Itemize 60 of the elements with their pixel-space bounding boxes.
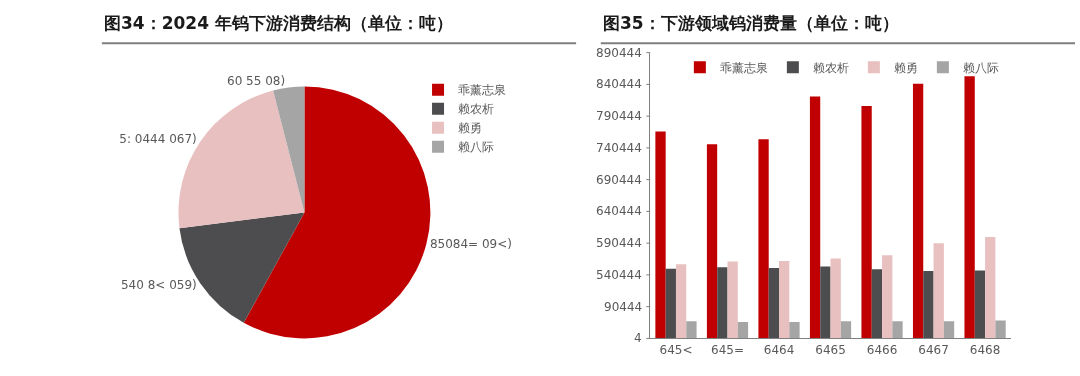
legend-label: 赖农析	[458, 102, 495, 117]
bar	[686, 321, 697, 339]
legend-label: 赖农析	[812, 60, 849, 75]
text: 640444	[596, 204, 642, 218]
x-tick-label: 6468	[969, 342, 1001, 357]
legend-label: 赖八际	[962, 60, 999, 75]
text: 890444	[596, 46, 642, 60]
bar	[964, 76, 975, 339]
pie-slice	[243, 86, 431, 339]
bar	[882, 255, 893, 339]
bar	[779, 261, 790, 339]
bar	[933, 243, 944, 339]
bar	[665, 268, 676, 339]
bar	[655, 131, 666, 339]
text: 4	[634, 331, 642, 345]
bar	[789, 321, 800, 339]
chart-title: 图34：2024 年钨下游消费结构（单位：吨）	[104, 13, 453, 33]
x-tick-label: 6467	[918, 342, 949, 357]
text: 540444	[596, 268, 642, 282]
bar	[923, 271, 934, 339]
bar	[892, 321, 903, 339]
bar	[943, 321, 955, 339]
text: 90444	[604, 300, 643, 314]
bar	[871, 269, 883, 339]
bar	[675, 264, 687, 339]
bar	[830, 258, 841, 339]
legend-label: 赖勇	[893, 60, 918, 75]
bar	[840, 321, 852, 339]
text: 840444	[596, 77, 642, 91]
bar	[727, 261, 738, 339]
x-tick-label: 6464	[763, 342, 795, 357]
x-tick-label: 6466	[866, 342, 898, 357]
legend-label: 赖勇	[458, 121, 483, 136]
text: 590444	[596, 236, 642, 250]
text: 740444	[596, 141, 642, 155]
x-tick-label: 645<	[659, 342, 693, 357]
text: 790444	[596, 109, 642, 123]
bar	[717, 267, 728, 339]
bar	[737, 321, 749, 339]
legend-label: 乖薰志泉	[719, 60, 768, 75]
bar	[820, 266, 831, 339]
bar	[706, 144, 718, 339]
text: 85084= 09<)	[429, 237, 512, 252]
bar	[912, 83, 924, 339]
chart-title: 图35：下游领域钨消费量（单位：吨）	[603, 13, 899, 33]
legend-label: 乖薰志泉	[458, 83, 507, 98]
bar	[974, 270, 986, 339]
x-tick-label: 645=	[711, 342, 744, 357]
bar	[809, 96, 821, 339]
text: 540 8< 059)	[120, 278, 197, 293]
text: 690444	[596, 173, 642, 187]
legend-label: 赖八际	[458, 140, 495, 155]
bar	[758, 139, 769, 339]
bar	[768, 267, 780, 339]
bar	[861, 106, 872, 339]
text: 60 55 08)	[227, 73, 286, 88]
x-tick-label: 6465	[815, 342, 846, 357]
bar	[985, 236, 996, 339]
bar	[995, 320, 1006, 339]
text: 5: 0444 067)	[119, 132, 197, 147]
